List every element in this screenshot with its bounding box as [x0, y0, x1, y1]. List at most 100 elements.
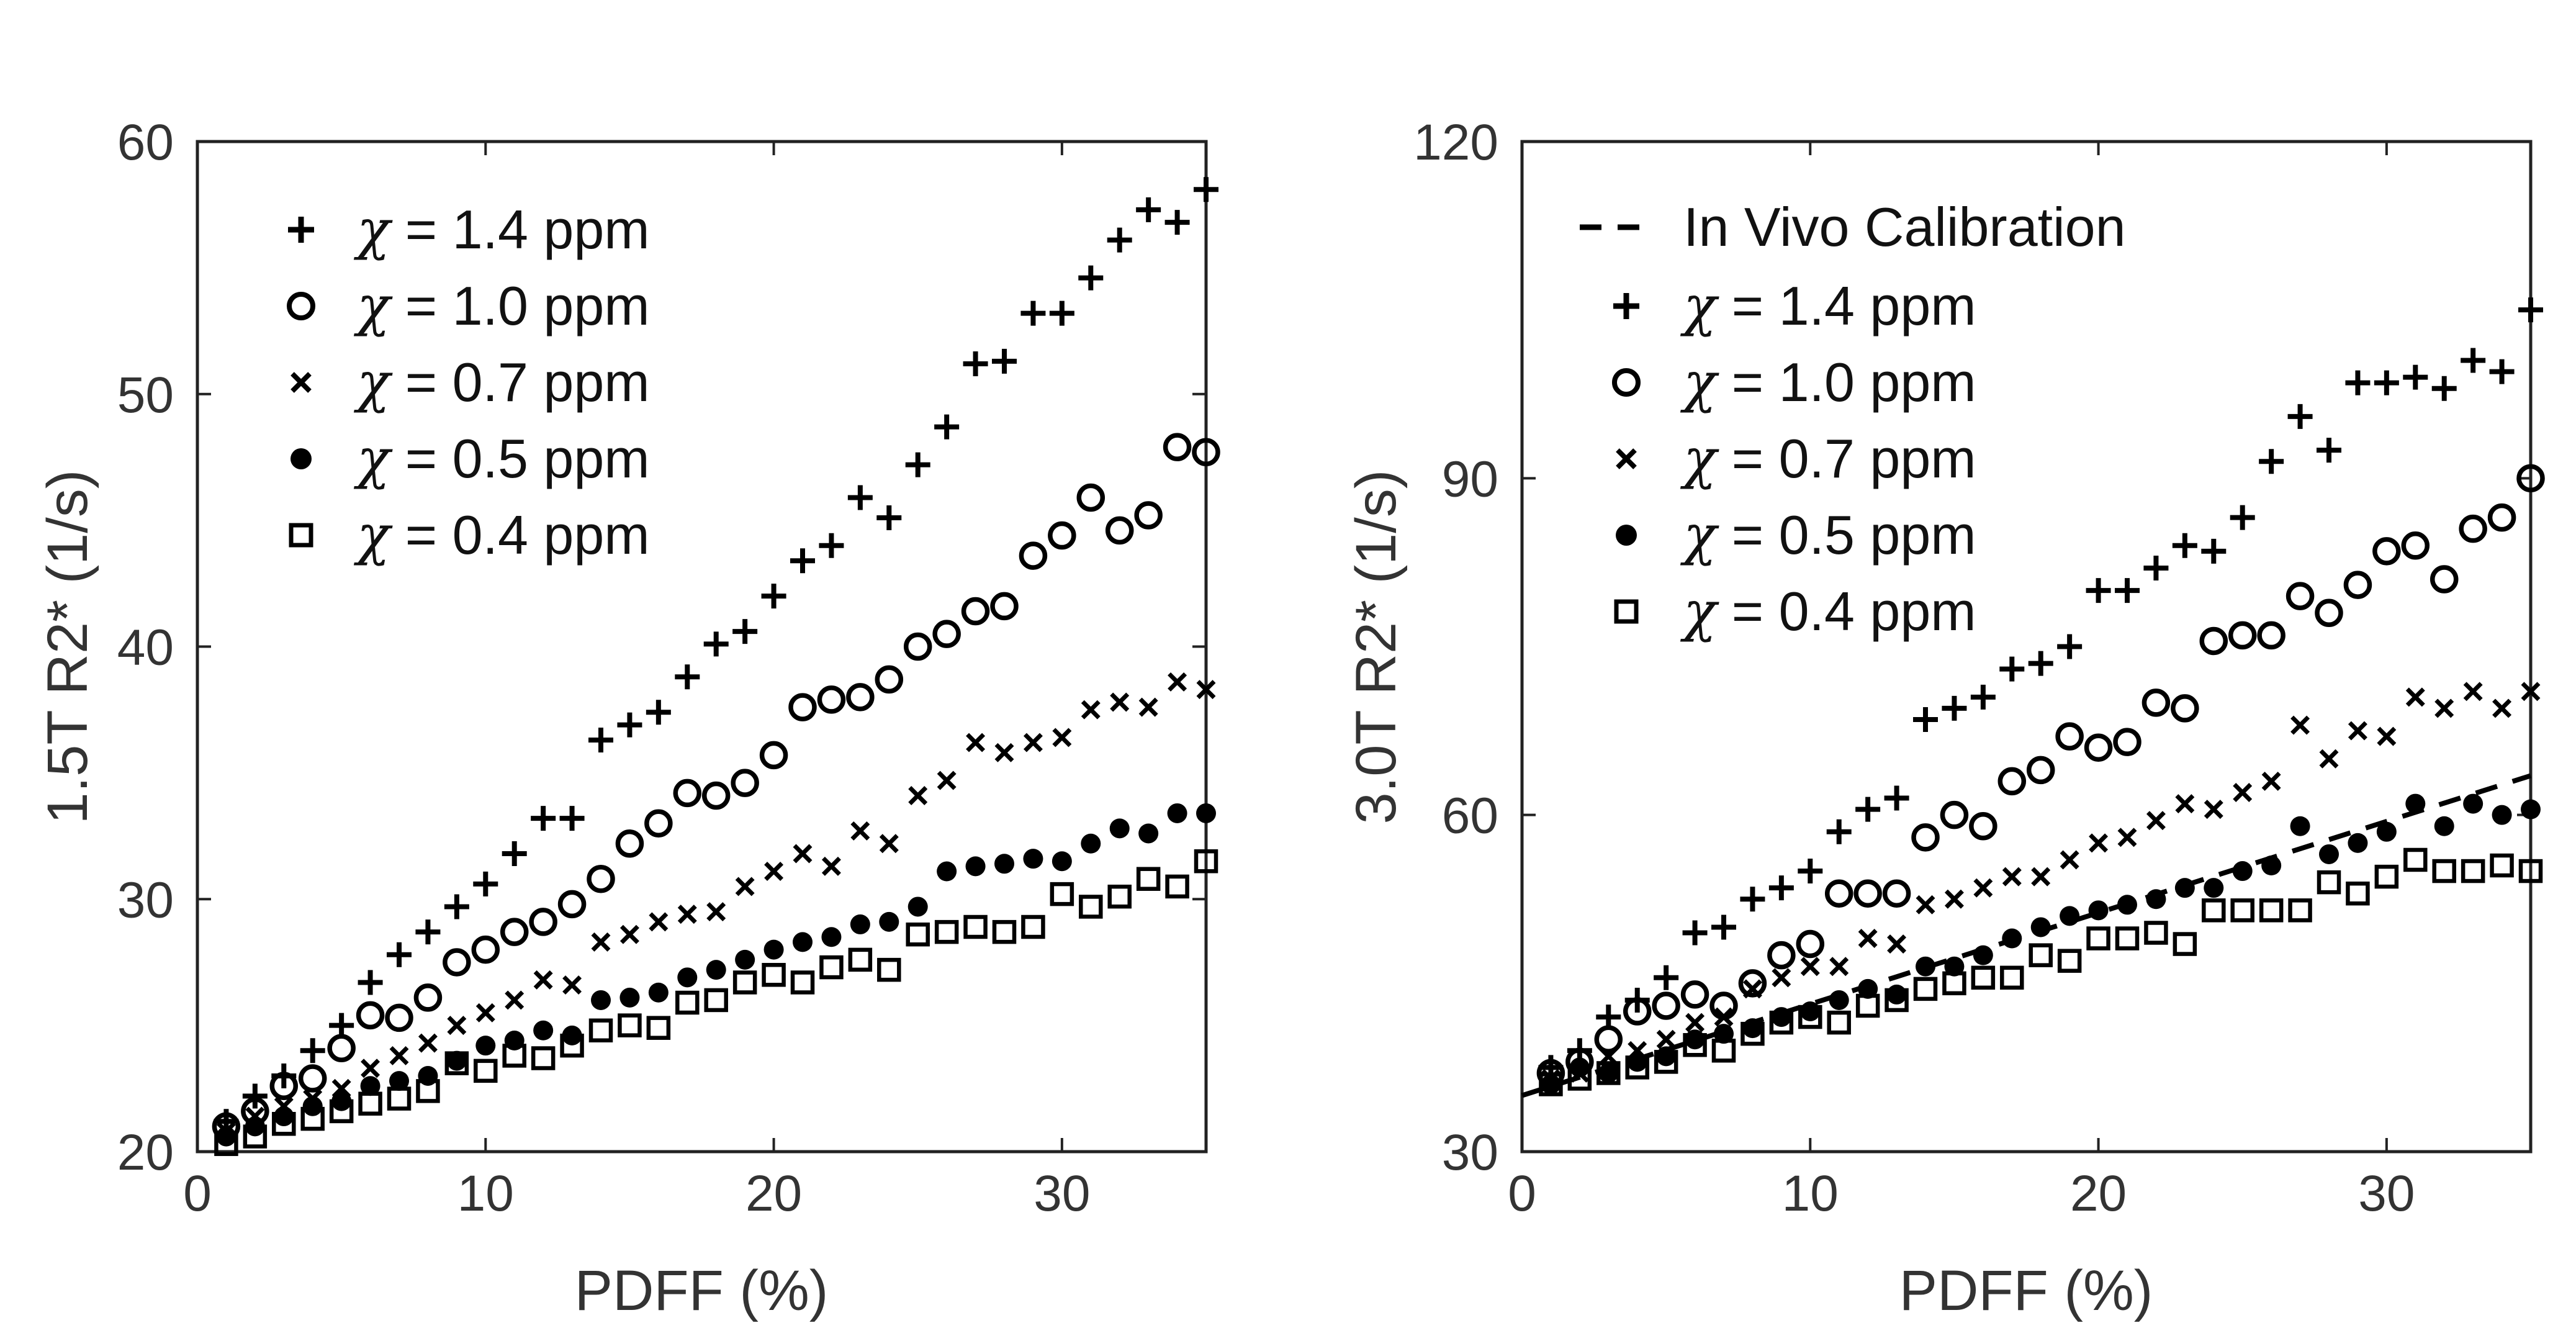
data-point-x	[2434, 698, 2454, 718]
legend: χ = 1.4 ppm χ = 1.0 ppm χ = 0.7 ppm χ = …	[287, 197, 650, 567]
data-point-square	[2346, 881, 2370, 906]
axis-ticks: 0 10 20 30 20 30 40 50 60	[117, 114, 1206, 1222]
data-point-circle	[2430, 565, 2459, 594]
data-point-dot	[965, 856, 986, 877]
chi-symbol: χ	[353, 503, 393, 567]
data-point-x	[418, 1033, 438, 1053]
chi-symbol: χ	[353, 274, 393, 338]
data-point-dot	[1598, 1063, 1619, 1083]
data-point-plus	[415, 919, 441, 945]
data-point-plus	[2287, 404, 2313, 429]
data-point-dot	[821, 927, 842, 947]
data-point-x	[619, 924, 639, 944]
data-point-circle	[298, 1064, 327, 1093]
x-axis-label: PDFF (%)	[1899, 1259, 2153, 1322]
data-point-x	[1800, 957, 1820, 977]
data-point-plus	[2317, 438, 2341, 463]
data-point-circle	[1134, 501, 1163, 530]
data-point-dot	[619, 987, 640, 1008]
legend-text: = 0.7 ppm	[1716, 428, 1976, 489]
data-point-plus	[242, 1083, 268, 1109]
y-axis-label: 1.5T R2* (1/s)	[36, 470, 99, 824]
x-axis-label: PDFF (%)	[575, 1259, 829, 1322]
data-point-square	[2461, 859, 2485, 883]
data-point-circle	[356, 1001, 385, 1030]
data-point-circle	[1853, 879, 1882, 908]
legend-entry-1p4: χ = 1.4 ppm	[288, 197, 650, 261]
legend-marker-dot	[1616, 525, 1637, 546]
data-point-plus	[2172, 533, 2197, 558]
data-point-dot	[994, 854, 1014, 874]
data-point-plus	[732, 619, 758, 644]
data-point-x	[1944, 889, 1964, 909]
data-point-square	[2202, 898, 2226, 923]
data-point-circle	[1796, 929, 1825, 959]
data-point-circle	[846, 683, 875, 711]
data-point-dot	[1023, 849, 1043, 869]
data-point-x	[2405, 687, 2425, 707]
data-point-x	[677, 905, 697, 924]
data-point-dot	[504, 1031, 525, 1051]
legend-marker-x	[1616, 448, 1637, 469]
data-point-dot	[1081, 833, 1101, 854]
data-point-circle	[529, 908, 557, 936]
data-point-x	[303, 1089, 323, 1109]
data-point-dot	[2463, 793, 2484, 814]
legend-entry-0p5: χ = 0.5 ppm	[290, 427, 650, 490]
data-point-x	[1052, 728, 1072, 747]
data-point-plus	[2518, 297, 2543, 323]
data-point-dot	[2030, 917, 2051, 937]
data-point-x	[591, 932, 611, 952]
data-point-plus	[876, 505, 902, 531]
data-point-dot	[850, 914, 870, 934]
x-tick-label: 10	[457, 1165, 514, 1222]
data-point-circle	[2141, 689, 2171, 717]
data-point-dot	[2174, 878, 2195, 898]
legend-label: χ = 0.7 ppm	[353, 350, 650, 414]
data-point-square	[704, 988, 728, 1013]
data-point-dot	[1052, 851, 1072, 872]
y-tick-label: 30	[1442, 1124, 1498, 1181]
data-point-square	[2115, 926, 2140, 950]
data-point-dot	[2290, 816, 2310, 836]
data-point-x	[2204, 800, 2223, 820]
data-point-dot	[648, 982, 669, 1003]
data-point-square	[963, 914, 988, 939]
data-point-circle	[1048, 521, 1076, 550]
x-tick-label: 20	[745, 1165, 802, 1222]
data-point-circle	[1824, 879, 1853, 908]
data-point-plus	[444, 894, 469, 919]
data-point-circle	[471, 935, 500, 964]
data-point-dot	[360, 1076, 381, 1096]
data-point-plus	[963, 351, 988, 376]
data-point-plus	[1884, 785, 1909, 811]
data-point-x	[1829, 957, 1849, 977]
data-point-dot	[1138, 823, 1159, 844]
data-point-square	[2086, 926, 2110, 950]
data-point-dot	[1886, 984, 1907, 1005]
data-point-dot	[2405, 793, 2426, 814]
data-point-dot	[389, 1071, 409, 1091]
data-point-x	[2348, 721, 2367, 741]
data-point-dot	[1167, 803, 1187, 823]
data-point-x	[2319, 749, 2339, 769]
legend-marker-plus	[288, 217, 314, 243]
data-point-circle	[644, 809, 673, 838]
data-point-circle	[759, 741, 788, 770]
data-point-x	[821, 856, 841, 876]
data-point-circle	[817, 685, 846, 714]
data-point-square	[618, 1013, 642, 1037]
data-marks	[1536, 297, 2545, 1096]
data-point-plus	[1164, 210, 1190, 235]
data-point-plus	[1136, 197, 1161, 222]
data-point-dot	[735, 949, 755, 970]
data-point-plus	[1999, 656, 2025, 682]
legend-entry-1p0: χ = 1.0 ppm	[1612, 350, 1976, 414]
data-point-dot	[562, 1025, 582, 1045]
data-point-circle	[2228, 621, 2257, 650]
data-point-plus	[790, 548, 815, 574]
data-point-circle	[1105, 516, 1134, 545]
data-point-circle	[1680, 980, 1709, 1009]
data-point-dot	[1944, 956, 1965, 977]
data-point-dot	[879, 911, 899, 932]
